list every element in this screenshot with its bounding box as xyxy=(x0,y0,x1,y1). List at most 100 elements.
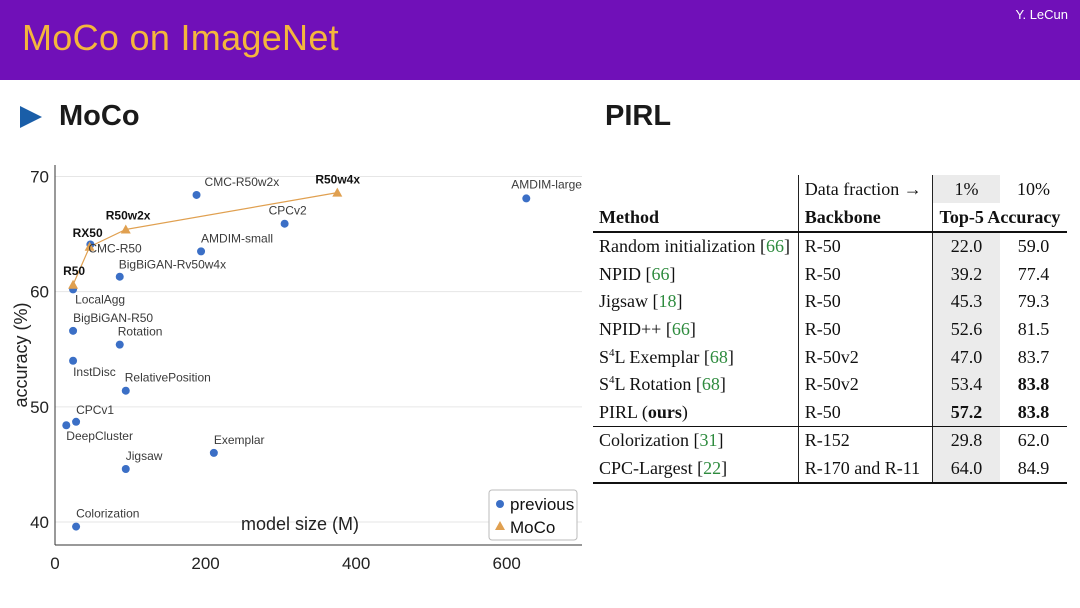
table-row: Jigsaw [18] R-50 45.3 79.3 xyxy=(593,288,1067,316)
accuracy-10pct-cell: 79.3 xyxy=(1017,291,1050,312)
moco-scatter-chart: 40 50 60 70 0 200 400 600 model size (M) accuracy… xyxy=(11,165,582,573)
previous-point xyxy=(121,386,130,395)
previous-point xyxy=(115,272,124,281)
previous-point-label: CPCv2 xyxy=(269,204,307,218)
method-name: S xyxy=(599,374,610,395)
slide-title: MoCo on ImageNet xyxy=(22,17,339,58)
previous-point xyxy=(209,448,218,457)
previous-point-label: Colorization xyxy=(76,507,139,521)
table-row: NPID [66] R-50 39.2 77.4 xyxy=(593,260,1067,289)
previous-point-label: LocalAgg xyxy=(75,292,125,306)
moco-point xyxy=(84,241,95,251)
pirl-heading: PIRL xyxy=(605,100,672,132)
backbone-cell: R-170 and R-11 xyxy=(797,454,933,485)
previous-point-label: CPCv1 xyxy=(76,403,114,417)
moco-point-label: RX50 xyxy=(73,226,103,240)
table-row: S4L Exemplar [68] R-50v2 47.0 83.7 xyxy=(593,343,1067,371)
accuracy-1pct-cell: 45.3 xyxy=(931,288,1000,316)
accuracy-1pct-cell: 64.0 xyxy=(931,454,1000,485)
previous-point xyxy=(197,247,206,256)
method-superscript: 4 xyxy=(609,346,615,359)
method-cell: NPID [66] xyxy=(599,263,676,284)
legend-moco-label: MoCo xyxy=(510,518,555,537)
moco-point xyxy=(68,279,79,289)
method-superscript: 4 xyxy=(609,374,615,387)
method-suffix: L Exemplar xyxy=(614,346,704,367)
method-suffix: L Rotation xyxy=(614,374,696,395)
previous-point xyxy=(69,326,78,335)
table-row: PIRL (ours) R-50 57.2 83.8 xyxy=(593,398,1067,428)
table-subheader-row: Method Backbone Top-5 Accuracy xyxy=(593,203,1067,233)
citation-link[interactable]: 31 xyxy=(699,430,718,451)
backbone-header: Backbone xyxy=(797,203,933,233)
method-cell: CPC-Largest [22] xyxy=(593,454,799,485)
table-row: CPC-Largest [22] R-170 and R-11 64.0 84.9 xyxy=(593,454,1067,485)
accuracy-10pct-cell: 81.5 xyxy=(1017,319,1050,340)
moco-point-label: R50 xyxy=(63,264,85,278)
method-name: Random initialization xyxy=(599,236,760,257)
citation-link[interactable]: 66 xyxy=(671,319,690,340)
accuracy-10pct-cell: 59.0 xyxy=(1017,236,1050,257)
method-name: Jigsaw xyxy=(599,291,653,312)
backbone-cell: R-50 xyxy=(797,288,933,316)
accuracy-10pct-cell: 83.8 xyxy=(999,398,1067,428)
moco-point-label: R50w2x xyxy=(106,208,151,222)
method-cell: S4L Exemplar [68] xyxy=(599,346,734,367)
method-header: Method xyxy=(593,203,799,233)
y-tick-label: 50 xyxy=(30,398,49,417)
moco-trend-line xyxy=(72,192,338,285)
accuracy-10pct-cell: 77.4 xyxy=(1017,263,1050,284)
method-cell: S4L Rotation [68] xyxy=(599,374,726,395)
citation-link[interactable]: 68 xyxy=(701,374,720,395)
table-row: Colorization [31] R-152 29.8 62.0 xyxy=(593,426,1067,455)
x-tick-label: 0 xyxy=(50,554,59,573)
previous-point-label: Jigsaw xyxy=(126,449,163,463)
x-axis-title: model size (M) xyxy=(241,514,359,534)
table-row: S4L Rotation [68] R-50v2 53.4 83.8 xyxy=(593,370,1067,399)
backbone-cell: R-152 xyxy=(797,426,933,455)
previous-point xyxy=(280,219,289,228)
method-cell: NPID++ [66] xyxy=(599,319,696,340)
moco-point xyxy=(332,187,343,197)
previous-point-label: AMDIM-large xyxy=(511,177,582,191)
accuracy-1pct-cell: 39.2 xyxy=(931,260,1000,289)
previous-point xyxy=(72,522,81,531)
accuracy-1pct-cell: 47.0 xyxy=(931,343,1000,371)
backbone-cell: R-50 xyxy=(797,315,933,344)
citation-link[interactable]: 18 xyxy=(658,291,677,312)
pirl-results-table: Data fraction → 1% 10% Method Backbone T… xyxy=(593,175,1067,485)
accuracy-1pct-cell: 53.4 xyxy=(931,370,1000,399)
fraction-1-header: 1% xyxy=(931,175,1000,203)
accuracy-1pct-cell: 29.8 xyxy=(931,426,1000,455)
previous-point-label: RelativePosition xyxy=(125,371,211,385)
citation-link[interactable]: 66 xyxy=(651,263,670,284)
citation-link[interactable]: 66 xyxy=(765,236,784,257)
previous-point-label: DeepCluster xyxy=(66,429,133,443)
citation-link[interactable]: 68 xyxy=(709,346,728,367)
bullet-arrow-icon xyxy=(20,106,42,128)
accuracy-10pct-cell: 84.9 xyxy=(999,454,1067,485)
legend-moco-marker xyxy=(495,521,505,530)
moco-point xyxy=(120,224,131,234)
accuracy-1pct-cell: 57.2 xyxy=(931,398,1000,428)
legend-previous-marker xyxy=(496,500,504,508)
previous-point xyxy=(115,340,124,349)
accuracy-1pct-cell: 52.6 xyxy=(931,315,1000,344)
y-tick-label: 70 xyxy=(30,168,49,187)
moco-heading: MoCo xyxy=(59,100,140,132)
backbone-cell: R-50 xyxy=(797,398,933,428)
method-name: NPID xyxy=(599,263,646,284)
previous-point xyxy=(522,194,531,203)
author-label: Y. LeCun xyxy=(1015,7,1068,22)
previous-point xyxy=(192,190,201,199)
previous-point-label: AMDIM-small xyxy=(201,231,273,245)
accuracy-1pct-cell: 22.0 xyxy=(931,232,1000,261)
table-row: Random initialization [66] R-50 22.0 59.0 xyxy=(593,232,1067,261)
backbone-cell: R-50v2 xyxy=(797,343,933,371)
x-tick-label: 200 xyxy=(191,554,219,573)
method-cell: Random initialization [66] xyxy=(599,236,790,257)
citation-link[interactable]: 22 xyxy=(703,458,722,479)
previous-point-label: Exemplar xyxy=(214,433,265,447)
previous-point-label: CMC-R50 xyxy=(88,241,142,255)
previous-point-label: BigBiGAN-Rv50w4x xyxy=(119,258,226,272)
